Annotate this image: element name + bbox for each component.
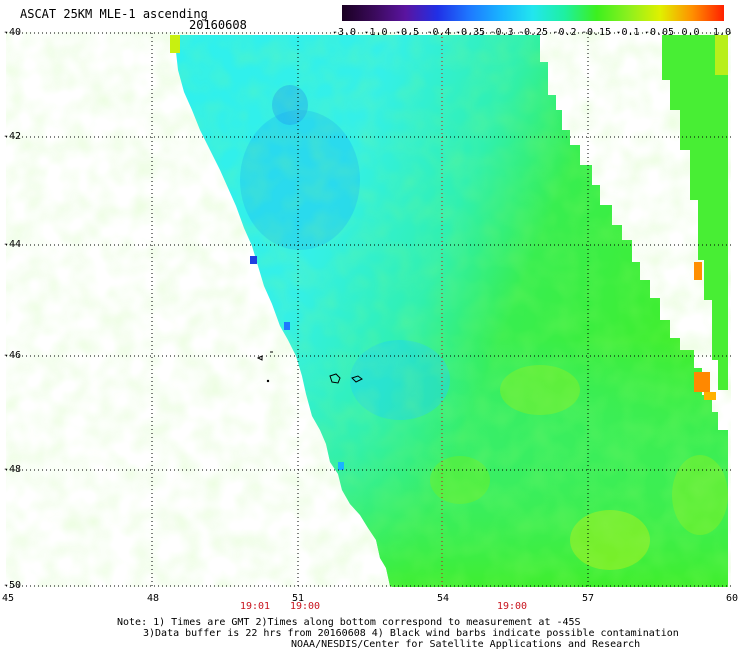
lat-label: -42 xyxy=(3,131,22,142)
lon-label: 60 xyxy=(725,593,739,604)
lat-label: -48 xyxy=(3,464,22,475)
colorbar-tick-label: -0.05 xyxy=(643,27,675,38)
crozet-islands xyxy=(256,355,363,384)
colorbar-tick-label: -0.2 xyxy=(552,27,577,38)
colorbar-tick-label: -0.15 xyxy=(580,27,612,38)
note-line-1: Note: 1) Times are GMT 2)Times along bot… xyxy=(117,617,581,628)
gridlines xyxy=(6,32,731,587)
lat-label: -46 xyxy=(3,350,22,361)
colorbar-tick-label: 1.0 xyxy=(712,27,732,38)
note-line-2: 3)Data buffer is 22 hrs from 20160608 4)… xyxy=(143,628,679,639)
time-label: 19:00 xyxy=(289,601,321,612)
colorbar-gradient xyxy=(342,5,724,21)
time-label: 19:00 xyxy=(496,601,528,612)
colorbar-tick-label: -0.3 xyxy=(489,27,514,38)
colorbar-tick-label: -0.5 xyxy=(394,27,420,38)
colorbar-tick-label: -0.1 xyxy=(615,27,640,38)
lon-label: 54 xyxy=(436,593,450,604)
lon-label: 57 xyxy=(581,593,595,604)
colorbar-tick-label: -3.0 xyxy=(331,27,357,38)
colorbar-tick-label: -0.35 xyxy=(454,27,486,38)
colorbar-tick-label: -0.4 xyxy=(426,27,451,38)
lon-label: 51 xyxy=(291,593,305,604)
colorbar-tick-label: 0.0 xyxy=(681,27,700,38)
credit-line: NOAA/NESDIS/Center for Satellite Applica… xyxy=(291,639,641,650)
lat-label: -40 xyxy=(3,27,22,38)
lon-label: 45 xyxy=(1,593,15,604)
time-label: 19:01 xyxy=(239,601,271,612)
lat-label: -50 xyxy=(3,580,22,591)
colorbar-tick-label: -1.0 xyxy=(363,27,388,38)
colorbar xyxy=(342,5,724,21)
lat-label: -44 xyxy=(3,239,22,250)
swath-east-strip xyxy=(662,35,728,390)
product-date: 20160608 xyxy=(189,18,247,32)
product-title: ASCAT 25KM MLE-1 ascending xyxy=(20,7,208,21)
colorbar-tick-label: -0.25 xyxy=(517,27,549,38)
lon-label: 48 xyxy=(146,593,160,604)
